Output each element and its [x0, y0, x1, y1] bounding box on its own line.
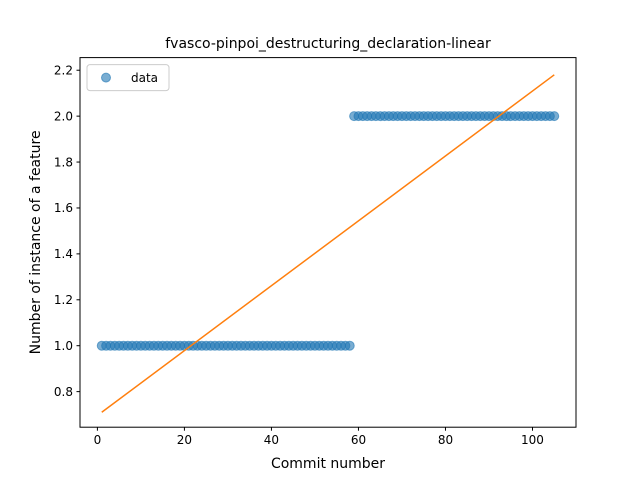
x-tick-label: 20: [177, 433, 192, 447]
y-tick-label: 1.4: [54, 247, 73, 261]
plot-area: [96, 74, 560, 413]
data-point: [344, 340, 355, 351]
y-tick-label: 2.2: [54, 63, 73, 77]
y-axis-title: Number of instance of a feature: [28, 130, 44, 354]
y-tick-label: 1.2: [54, 293, 73, 307]
x-tick-label: 80: [438, 433, 453, 447]
x-tick-label: 100: [521, 433, 544, 447]
legend-box: [86, 64, 170, 92]
y-tick-label: 2.0: [54, 109, 73, 123]
x-tick-label: 60: [351, 433, 366, 447]
legend-label-data: data: [131, 71, 158, 85]
y-tick-label: 1.6: [54, 201, 73, 215]
plot-frame: [79, 57, 577, 428]
y-tick-label: 1.8: [54, 155, 73, 169]
x-tick-label: 40: [264, 433, 279, 447]
chart-title: fvasco-pinpoi_destructuring_declaration-…: [165, 36, 491, 52]
y-tick-label: 1.0: [54, 339, 73, 353]
x-axis: 0 20 40 60 80 100: [94, 427, 544, 447]
data-point: [549, 111, 560, 122]
x-axis-title: Commit number: [271, 456, 385, 472]
legend-marker-data: [101, 72, 111, 83]
legend: data: [86, 64, 170, 92]
x-tick-label: 0: [94, 433, 102, 447]
fit-line: [101, 74, 555, 413]
y-axis: 0.8 1.0 1.2 1.4 1.6 1.8 2.0 2.2: [54, 63, 80, 399]
y-tick-label: 0.8: [54, 385, 73, 399]
